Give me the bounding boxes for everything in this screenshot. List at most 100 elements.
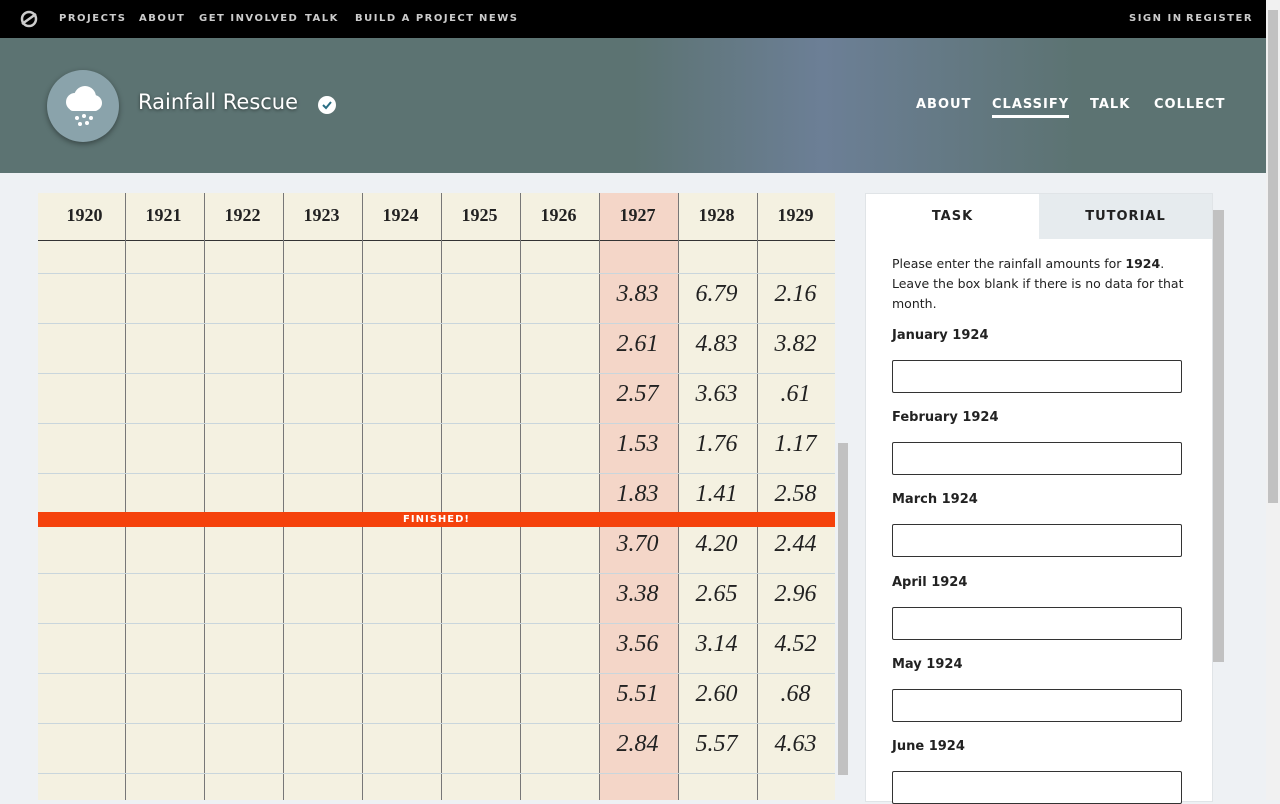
text-input[interactable] (892, 688, 1182, 722)
ruled-line (38, 673, 835, 674)
ruled-line (38, 473, 835, 474)
ruled-line (38, 423, 835, 424)
handwritten-value: 2.84 (616, 731, 659, 757)
field-label: January 1924 (892, 328, 989, 343)
handwritten-value: 2.60 (695, 681, 738, 707)
handwritten-value: .68 (780, 681, 811, 707)
handwritten-value: 5.57 (695, 731, 738, 757)
nav-link[interactable]: NEWS (479, 13, 519, 24)
handwritten-value: 5.51 (616, 681, 659, 707)
field-label: February 1924 (892, 410, 999, 426)
column-rule (204, 193, 205, 800)
handwritten-value: 2.96 (774, 581, 817, 607)
handwritten-value: 1.41 (695, 481, 738, 507)
handwritten-value: 4.20 (695, 531, 738, 557)
subject-image: 1920 1921 1922 1923 1924 1925 1926 1927 1928 1929… (38, 193, 835, 800)
instruction-year: 1924 (1125, 256, 1161, 271)
ruled-line (38, 723, 835, 724)
project-title[interactable]: Rainfall Rescue (138, 90, 299, 114)
text-input[interactable] (892, 524, 1182, 558)
project-nav-link[interactable]: ABOUT (916, 97, 972, 112)
handwritten-value: 3.38 (616, 581, 659, 607)
year-heading: 1926 (540, 205, 577, 225)
handwritten-value: 4.52 (774, 631, 817, 657)
project-avatar[interactable] (47, 70, 119, 142)
field-label: May 1924 (892, 656, 963, 672)
account-link[interactable]: REGISTER (1186, 13, 1254, 24)
instruction-text: Please enter the rainfall amounts for (892, 256, 1126, 271)
year-heading: 1928 (698, 205, 735, 225)
verified-badge (318, 96, 336, 114)
column-rule (283, 193, 284, 800)
column-rule (520, 193, 521, 800)
year-heading: 1923 (303, 205, 340, 225)
project-nav-link[interactable]: TALK (1090, 97, 1131, 112)
text-input[interactable] (892, 606, 1182, 640)
handwritten-value: 1.76 (695, 431, 738, 457)
nav-link[interactable]: GET INVOLVED (199, 13, 299, 24)
finished-banner: FINISHED! (38, 512, 835, 527)
column-rule (441, 193, 442, 800)
year-heading: 1920 (66, 205, 103, 225)
handwritten-value: 3.82 (774, 331, 817, 357)
account-link[interactable]: SIGN IN (1129, 13, 1183, 24)
handwritten-value: 1.83 (616, 481, 659, 507)
header-rule (38, 240, 835, 241)
field-label: March 1924 (892, 492, 978, 508)
year-heading: 1921 (145, 205, 182, 225)
field-label: June 1924 (892, 739, 965, 754)
text-input[interactable] (892, 442, 1182, 476)
handwritten-value: 2.61 (616, 331, 659, 357)
nav-link[interactable]: ABOUT (139, 13, 186, 24)
handwritten-value: 2.44 (774, 531, 817, 557)
column-rule (125, 193, 126, 800)
project-header: Rainfall Rescue ABOUT CLASSIFY TALK COLLECT (0, 38, 1266, 173)
zooniverse-logo[interactable] (20, 10, 38, 28)
handwritten-value: 3.56 (616, 631, 659, 657)
project-nav-link[interactable]: CLASSIFY (992, 97, 1070, 118)
nav-link[interactable]: TALK (305, 13, 339, 24)
handwritten-value: 6.79 (695, 281, 738, 307)
ruled-line (38, 573, 835, 574)
nav-link[interactable]: PROJECTS (59, 13, 127, 24)
handwritten-value: 3.70 (616, 531, 659, 557)
instruction: Please enter the rainfall amounts for 19… (892, 254, 1188, 314)
handwritten-value: 2.16 (774, 281, 817, 307)
panel-scrollbar[interactable] (1213, 210, 1224, 662)
handwritten-value: 3.83 (616, 281, 659, 307)
text-input[interactable] (892, 360, 1182, 393)
handwritten-value: .61 (780, 381, 811, 407)
instruction-text: . Leave the box blank if there is no dat… (892, 256, 1184, 311)
text-input[interactable] (892, 771, 1182, 804)
handwritten-value: 4.63 (774, 731, 817, 757)
task-panel: Please enter the rainfall amounts for 19… (865, 193, 1213, 804)
ruled-line (38, 273, 835, 274)
handwritten-value: 4.83 (695, 331, 738, 357)
handwritten-value: 3.63 (695, 381, 738, 407)
field-label: April 1924 (892, 574, 968, 590)
year-heading: 1924 (382, 205, 419, 225)
handwritten-value: 1.53 (616, 431, 659, 457)
handwritten-value: 2.58 (774, 481, 817, 507)
project-nav-link[interactable]: COLLECT (1154, 97, 1226, 112)
column-rule (757, 193, 758, 800)
handwritten-value: 2.57 (616, 381, 659, 407)
year-heading: 1925 (461, 205, 498, 225)
ruled-line (38, 373, 835, 374)
column-rule (678, 193, 679, 800)
year-heading: 1922 (224, 205, 261, 225)
column-rule (362, 193, 363, 800)
tab[interactable]: TUTORIAL (1039, 194, 1212, 239)
tab[interactable]: TASK (866, 194, 1039, 239)
handwritten-value: 3.14 (695, 631, 738, 657)
handwritten-value: 2.65 (695, 581, 738, 607)
ruled-line (38, 623, 835, 624)
handwritten-value: 1.17 (774, 431, 817, 457)
page-scrollbar-track (1266, 0, 1280, 800)
top-bar: PROJECTS ABOUT GET INVOLVED TALK BUILD A PRO… (0, 0, 1266, 38)
subject-scrollbar[interactable] (838, 443, 848, 775)
ruled-line (38, 323, 835, 324)
nav-link[interactable]: BUILD A PROJECT (355, 13, 475, 24)
year-heading: 1929 (777, 205, 814, 225)
